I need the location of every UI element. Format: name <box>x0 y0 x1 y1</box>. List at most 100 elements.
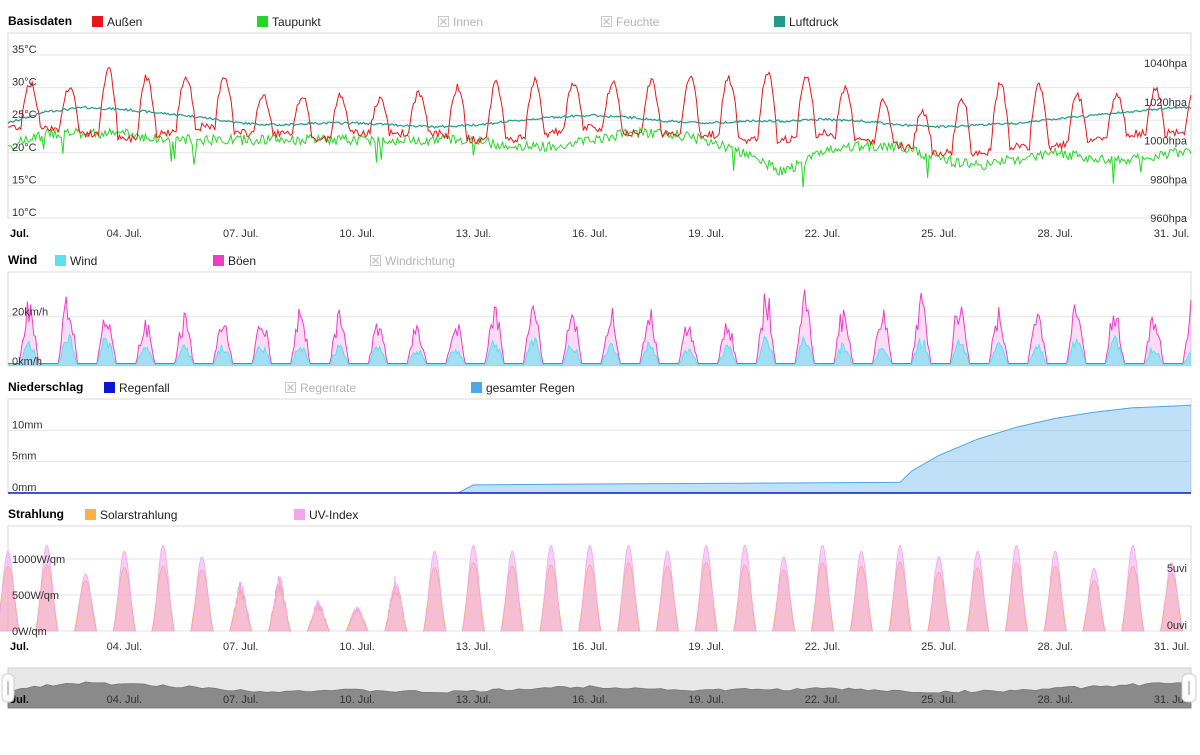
legend-item[interactable]: Außen <box>92 15 142 29</box>
series-area-uv-index <box>461 545 486 632</box>
navigator-label: 04. Jul. <box>107 694 142 706</box>
y-tick-label: 25°C <box>12 109 37 121</box>
x-tick-label: 16. Jul. <box>572 228 607 240</box>
y-tick-label-right: 1020hpa <box>1144 97 1188 109</box>
legend-item[interactable]: Taupunkt <box>257 15 321 29</box>
navigator-label: 10. Jul. <box>339 694 374 706</box>
x-tick-label: 13. Jul. <box>456 641 491 653</box>
legend-label[interactable]: Außen <box>107 15 142 29</box>
y-tick-label-right: 980hpa <box>1150 174 1188 186</box>
legend-swatch <box>55 255 66 266</box>
legend-item[interactable]: Wind <box>55 254 97 268</box>
series-area-uv-index <box>306 600 330 632</box>
series-area-uv-index <box>538 545 564 632</box>
x-tick-label: 22. Jul. <box>805 641 840 653</box>
series-area-uv-index <box>965 550 990 632</box>
x-tick-label: 07. Jul. <box>223 228 258 240</box>
series-area-uv-index <box>1081 567 1107 632</box>
x-tick-label: Jul. <box>10 228 29 240</box>
legend-label[interactable]: Wind <box>70 254 97 268</box>
series-area-uv-index <box>616 545 641 632</box>
legend-item[interactable]: Innen <box>438 15 484 29</box>
series-area-uv-index <box>34 545 59 632</box>
legend-swatch-mark <box>371 256 380 265</box>
x-tick-label: 19. Jul. <box>688 228 723 240</box>
legend-label[interactable]: Regenfall <box>119 381 170 395</box>
legend-item[interactable]: gesamter Regen <box>471 381 575 395</box>
legend-item[interactable]: Regenrate <box>285 381 357 395</box>
legend-label[interactable]: Regenrate <box>300 381 356 395</box>
legend-label[interactable]: Taupunkt <box>272 15 321 29</box>
legend-item[interactable]: Feuchte <box>601 15 660 29</box>
navigator-series <box>7 681 1192 709</box>
legend-label[interactable]: Innen <box>453 15 483 29</box>
series-area-uv-index <box>111 550 137 632</box>
legend-item[interactable]: Regenfall <box>104 381 170 395</box>
y-tick-label: 35°C <box>12 44 37 56</box>
legend-item[interactable]: UV-Index <box>294 508 358 522</box>
x-tick-label: 28. Jul. <box>1038 228 1073 240</box>
y-tick-label: 20°C <box>12 142 37 154</box>
series-area-uv-index <box>1004 545 1029 632</box>
legend-item[interactable]: Solarstrahlung <box>85 508 177 522</box>
y-tick-label: 1000W/qm <box>12 554 65 566</box>
navigator-label: 07. Jul. <box>223 694 258 706</box>
navigator-handle-right[interactable] <box>1181 673 1197 703</box>
legend-label[interactable]: gesamter Regen <box>486 381 575 395</box>
y-tick-label: 500W/qm <box>12 590 59 602</box>
series-area-uv-index <box>887 545 913 632</box>
y-tick-label-right: 5uvi <box>1167 563 1187 575</box>
series-layer <box>0 67 1192 709</box>
series-area-wind <box>8 334 1191 366</box>
legend-item[interactable]: Böen <box>213 254 256 268</box>
series-area-uv-index <box>771 556 797 632</box>
series-area-uv-index <box>150 545 176 632</box>
x-tick-label: Jul. <box>10 641 29 653</box>
legend-label[interactable]: UV-Index <box>309 508 358 522</box>
series-line-wind <box>8 333 1192 366</box>
panel-title: Strahlung <box>8 507 64 521</box>
legend-swatch-mark <box>286 383 295 392</box>
legend-item[interactable]: Windrichtung <box>370 254 456 268</box>
navigator-label: 16. Jul. <box>572 694 607 706</box>
series-area-uv-index <box>926 556 952 632</box>
legend-label[interactable]: Solarstrahlung <box>100 508 177 522</box>
navigator-label: 19. Jul. <box>688 694 723 706</box>
x-tick-label: 04. Jul. <box>107 228 142 240</box>
panel-title: Basisdaten <box>8 14 72 28</box>
legend-label[interactable]: Böen <box>228 254 256 268</box>
series-area-uv-index <box>499 550 525 632</box>
series-area-gesamter-regen <box>8 405 1191 493</box>
series-area-uv-index <box>655 550 680 632</box>
y-tick-label: 0mm <box>12 482 36 494</box>
legend-swatch <box>294 509 305 520</box>
series-area-uv-index <box>0 550 21 632</box>
series-area-uv-index <box>849 550 874 632</box>
x-tick-label: 07. Jul. <box>223 641 258 653</box>
legend-swatch <box>213 255 224 266</box>
y-tick-label-right: 0uvi <box>1167 620 1187 632</box>
navigator-handle-left[interactable] <box>1 673 15 703</box>
y-tick-label: 5mm <box>12 451 36 463</box>
panel-title: Wind <box>8 253 37 267</box>
legend-swatch <box>257 16 268 27</box>
legend-label[interactable]: Feuchte <box>616 15 660 29</box>
y-tick-label: 15°C <box>12 174 37 186</box>
navigator-label: 28. Jul. <box>1038 694 1073 706</box>
x-tick-label: 13. Jul. <box>456 228 491 240</box>
navigator-label: Jul. <box>10 694 29 706</box>
series-area-uv-index <box>694 545 719 632</box>
legend-label[interactable]: Luftdruck <box>789 15 839 29</box>
legend-item[interactable]: Luftdruck <box>774 15 839 29</box>
legend-swatch <box>774 16 785 27</box>
x-tick-label: 25. Jul. <box>921 641 956 653</box>
x-tick-label: 31. Jul. <box>1154 641 1189 653</box>
x-tick-label: 28. Jul. <box>1038 641 1073 653</box>
legend-label[interactable]: Windrichtung <box>385 254 455 268</box>
series-area-uv-index <box>383 576 409 632</box>
legend-swatch-mark <box>602 17 611 26</box>
y-tick-label: 0km/h <box>12 356 42 368</box>
x-tick-label: 04. Jul. <box>107 641 142 653</box>
